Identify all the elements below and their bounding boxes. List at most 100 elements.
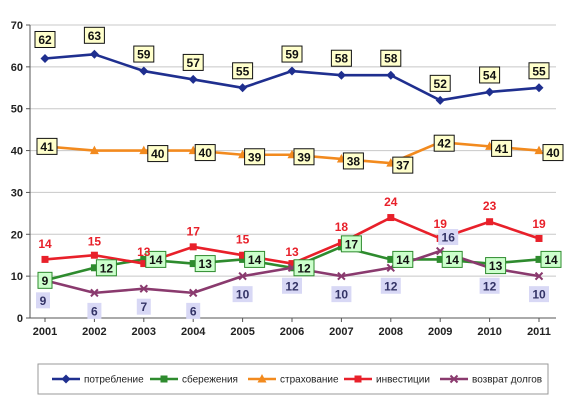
series-1-data-label: 9 [42, 274, 49, 288]
series-2-point [89, 145, 99, 155]
series-1-label-box [392, 250, 414, 268]
series-2-label-box [433, 134, 455, 152]
series-1-label-box [194, 255, 216, 273]
series-2-data-label: 38 [347, 154, 361, 168]
series-4-data-label: 9 [40, 294, 47, 308]
y-tick-label: 10 [11, 271, 23, 283]
x-tick-label: 2003 [132, 326, 156, 338]
axes: 0 10 20 30 40 50 60 70 2001 2002 2003 2004 2005 2006 2… [11, 20, 556, 338]
series-1-label-box [340, 235, 362, 253]
series-0-data-label: 55 [236, 64, 250, 78]
series-4-label-box [232, 286, 253, 303]
series-1-data-label: 14 [149, 253, 163, 267]
series-4-data-label: 10 [532, 288, 546, 302]
series-1-point [436, 255, 444, 263]
series-4-label-box [87, 302, 102, 319]
series-2-label-box [36, 137, 58, 155]
series-2-label-box [293, 148, 315, 166]
series-3-point [140, 260, 148, 268]
series-0-point [40, 53, 50, 63]
legend-2-swatch-marker [257, 374, 267, 383]
series-4-data-label: 12 [384, 279, 398, 293]
series-1-label-box [485, 257, 507, 275]
series-2-data-label: 39 [297, 150, 311, 164]
series-4-label-box [380, 277, 401, 294]
series-4-point [90, 288, 99, 298]
x-tick-label: 2005 [230, 326, 254, 338]
y-tick-label: 30 [11, 187, 23, 199]
y-tick-label: 40 [11, 146, 23, 158]
legend-3-label: инвестиции [376, 375, 430, 386]
series-0-point [485, 87, 495, 97]
series-2-data-label: 37 [396, 159, 410, 173]
series-0-data-label: 62 [38, 33, 52, 47]
series-0-label-box [232, 62, 254, 80]
series-1-data-label: 14 [248, 253, 262, 267]
x-tick-label: 2002 [82, 326, 106, 338]
series-1-label-box [441, 250, 463, 268]
series-0-point [287, 66, 297, 76]
series-1-data-label: 13 [199, 257, 213, 271]
series-4-point [188, 288, 198, 298]
series-4-data-label: 12 [285, 279, 299, 293]
series-3-data-label: 13 [137, 245, 151, 259]
x-tick-label: 2010 [477, 326, 501, 338]
series-4-data-label: 6 [91, 304, 98, 318]
series-0-point [336, 70, 346, 80]
series-0-point [238, 83, 248, 93]
legend-1-swatch-marker [160, 375, 168, 383]
series-4-label-box [529, 286, 549, 303]
series-1-data-label: 13 [489, 259, 503, 273]
series-2-data-label: 42 [438, 137, 452, 151]
series-3-point [486, 218, 494, 226]
series-1-label-box [244, 250, 266, 268]
series-1-data-label: 14 [446, 253, 460, 267]
series-4-point [238, 271, 247, 281]
x-tick-label: 2007 [329, 326, 353, 338]
x-tick-label: 2001 [33, 326, 57, 338]
series-0-label-box [429, 74, 451, 92]
series-3-data-label: 13 [285, 245, 299, 259]
series-0-point [188, 74, 198, 84]
legend-0-label: потребление [84, 374, 144, 386]
series-1-data-label: 12 [100, 261, 114, 275]
series-3-point [288, 260, 296, 268]
series-1-data-label: 14 [396, 253, 410, 267]
series-3-point [189, 243, 197, 251]
series-0-data-label: 54 [483, 68, 497, 82]
series-0-point [435, 95, 445, 105]
series-0-data-label: 59 [137, 48, 151, 62]
series-2-data-label: 41 [40, 140, 54, 154]
legend-4-label: возврат долгов [472, 375, 542, 386]
series-0-point [534, 83, 544, 93]
series-1-point [239, 255, 247, 263]
series-4-data-label: 6 [190, 304, 197, 318]
series-4-label-box [438, 229, 459, 246]
series-4-label-box [479, 277, 500, 294]
series-3-data-label: 23 [483, 199, 497, 213]
series-3-point [90, 251, 98, 259]
series-0-point [386, 70, 396, 80]
legend-0-swatch-marker [61, 374, 71, 384]
legend-1-label: сбережения [182, 374, 238, 386]
series-2-label-box [244, 148, 266, 166]
series-3-data-label: 19 [532, 217, 546, 231]
series-0-label-box [479, 66, 501, 84]
series-0-data-label: 52 [434, 77, 448, 91]
series-0-label-box [133, 45, 155, 63]
y-tick-label: 60 [11, 62, 23, 74]
legend: потребление сбережения страхование инвестиц… [37, 363, 549, 395]
series-0-data-label: 55 [532, 64, 546, 78]
series-2-label-box [392, 156, 414, 174]
series-4-point [337, 271, 346, 281]
legend-3-swatch-marker [354, 375, 362, 383]
series-3-point [41, 255, 49, 263]
series-0-label-box [380, 49, 402, 67]
series-3-point [387, 214, 395, 222]
series-2-point [534, 145, 544, 155]
series-4-label-box [136, 298, 151, 315]
series-4-point [534, 271, 544, 281]
x-tick-label: 2008 [379, 326, 403, 338]
